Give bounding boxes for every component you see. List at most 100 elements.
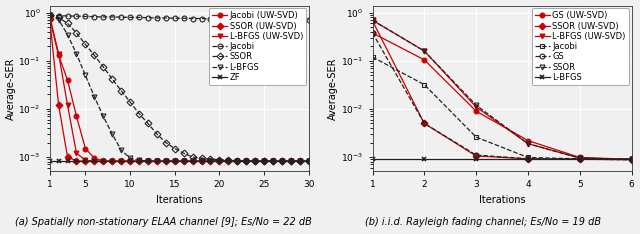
Line: GS (UW-SVD): GS (UW-SVD) [370,31,634,162]
L-BFGS [472,158,480,161]
Jacobi (UW-SVD) [216,160,223,163]
L-BFGS [99,115,107,118]
Jacobi (UW-SVD) [144,160,152,163]
SSOR [189,156,196,158]
Jacobi (UW-SVD) [243,160,250,163]
Jacobi [99,15,107,18]
L-BFGS (UW-SVD) [180,160,188,163]
Jacobi [524,156,532,159]
Jacobi [135,16,143,19]
Jacobi (UW-SVD) [180,160,188,163]
L-BFGS [269,160,277,163]
L-BFGS (UW-SVD) [81,159,89,162]
Jacobi (UW-SVD) [305,160,312,163]
Line: ZF: ZF [47,159,311,164]
SSOR [296,160,303,163]
L-BFGS [126,157,134,160]
SSOR [81,43,89,46]
L-BFGS (UW-SVD) [55,52,63,55]
ZF [99,160,107,163]
L-BFGS (UW-SVD) [216,160,223,163]
SSOR [198,157,205,160]
L-BFGS [260,160,268,163]
L-BFGS (UW-SVD) [252,160,259,163]
Line: SSOR: SSOR [47,13,311,164]
SSOR [90,54,98,57]
L-BFGS [180,160,188,163]
SSOR [117,89,125,92]
GS [472,154,480,157]
Jacobi (UW-SVD) [90,157,98,160]
X-axis label: Iterations: Iterations [156,195,202,205]
Jacobi (UW-SVD) [252,160,259,163]
SSOR (UW-SVD) [144,160,152,163]
ZF [153,160,161,163]
SSOR (UW-SVD) [305,160,312,163]
SSOR (UW-SVD) [216,160,223,163]
SSOR [420,50,428,52]
GS [576,158,584,161]
ZF [225,160,232,163]
ZF [278,160,286,163]
L-BFGS (UW-SVD) [189,160,196,163]
SSOR (UW-SVD) [198,160,205,163]
SSOR (UW-SVD) [243,160,250,163]
L-BFGS [144,160,152,162]
L-BFGS [576,158,584,161]
SSOR [162,141,170,144]
SSOR (UW-SVD) [135,160,143,163]
L-BFGS (UW-SVD) [117,160,125,163]
SSOR [305,160,312,163]
Jacobi (UW-SVD) [207,160,214,163]
SSOR (UW-SVD) [234,160,241,163]
SSOR [278,160,286,163]
SSOR [369,19,376,22]
Line: SSOR (UW-SVD): SSOR (UW-SVD) [370,18,634,162]
L-BFGS (UW-SVD) [207,160,214,163]
SSOR (UW-SVD) [472,155,480,157]
L-BFGS (UW-SVD) [243,160,250,163]
SSOR [64,22,72,25]
Jacobi [296,18,303,21]
L-BFGS (UW-SVD) [287,160,294,163]
Jacobi [180,17,188,20]
ZF [207,160,214,163]
SSOR (UW-SVD) [117,160,125,163]
Jacobi (UW-SVD) [135,160,143,163]
L-BFGS (UW-SVD) [99,160,107,163]
L-BFGS (UW-SVD) [162,160,170,163]
SSOR [234,159,241,162]
SSOR [260,160,268,163]
L-BFGS (UW-SVD) [225,160,232,163]
ZF [287,160,294,163]
GS (UW-SVD) [524,139,532,142]
SSOR [207,158,214,161]
Jacobi (UW-SVD) [269,160,277,163]
SSOR (UW-SVD) [296,160,303,163]
SSOR (UW-SVD) [420,122,428,125]
SSOR (UW-SVD) [180,160,188,163]
L-BFGS [252,160,259,163]
GS [524,157,532,160]
L-BFGS (UW-SVD) [524,142,532,145]
L-BFGS [234,160,241,163]
SSOR (UW-SVD) [126,160,134,163]
SSOR (UW-SVD) [576,158,584,161]
L-BFGS (UW-SVD) [369,19,376,22]
L-BFGS (UW-SVD) [198,160,205,163]
SSOR [72,32,80,34]
L-BFGS [171,160,179,163]
L-BFGS (UW-SVD) [72,152,80,155]
Jacobi [153,17,161,19]
Line: Jacobi: Jacobi [370,55,634,162]
SSOR [99,66,107,68]
ZF [162,160,170,163]
Line: SSOR (UW-SVD): SSOR (UW-SVD) [47,16,311,164]
SSOR (UW-SVD) [278,160,286,163]
ZF [144,160,152,163]
SSOR (UW-SVD) [189,160,196,163]
SSOR (UW-SVD) [369,19,376,22]
Jacobi (UW-SVD) [171,160,179,163]
Jacobi [576,157,584,160]
Jacobi [189,17,196,20]
